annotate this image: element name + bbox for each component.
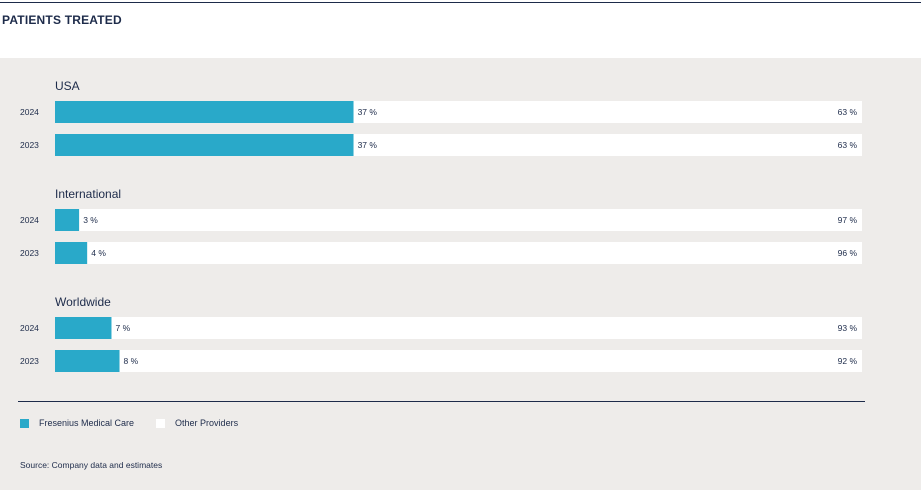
top-rule — [0, 2, 921, 3]
bar-other-usa-2024 — [353, 101, 862, 123]
value-label-fresenius-worldwide-2024: 7 % — [115, 323, 130, 333]
value-label-other-worldwide-2023: 92 % — [838, 356, 858, 366]
bar-fresenius-worldwide-2023 — [55, 350, 120, 372]
bar-other-usa-2023 — [353, 134, 862, 156]
value-label-fresenius-usa-2023: 37 % — [358, 140, 378, 150]
bar-other-international-2024 — [79, 209, 862, 231]
group-label-international: International — [55, 187, 121, 201]
group-label-usa: USA — [55, 79, 80, 93]
legend-label-fresenius: Fresenius Medical Care — [39, 418, 135, 428]
value-label-fresenius-international-2024: 3 % — [83, 215, 98, 225]
legend-swatch-other — [156, 418, 166, 428]
value-label-other-usa-2023: 63 % — [838, 140, 858, 150]
bar-fresenius-usa-2024 — [55, 101, 354, 123]
bar-chart: USA 2024 37 % 63 % 2023 37 % 63 % International… — [20, 79, 863, 372]
value-label-other-international-2023: 96 % — [838, 248, 858, 258]
value-label-other-worldwide-2024: 93 % — [838, 323, 858, 333]
chart-panel — [0, 58, 921, 490]
legend: Fresenius Medical Care Other Providers — [20, 418, 260, 428]
bar-fresenius-usa-2023 — [55, 134, 354, 156]
year-label-worldwide-2023: 2023 — [20, 356, 39, 366]
group-label-worldwide: Worldwide — [55, 295, 111, 309]
legend-swatch-fresenius — [20, 418, 29, 428]
legend-label-other: Other Providers — [175, 418, 239, 428]
year-label-worldwide-2024: 2024 — [20, 323, 39, 333]
bar-fresenius-worldwide-2024 — [55, 317, 112, 339]
source-note: Source: Company data and estimates — [20, 460, 163, 470]
year-label-usa-2024: 2024 — [20, 107, 39, 117]
value-label-fresenius-worldwide-2023: 8 % — [124, 356, 139, 366]
year-label-international-2023: 2023 — [20, 248, 39, 258]
bar-fresenius-international-2024 — [55, 209, 80, 231]
bar-other-worldwide-2024 — [111, 317, 863, 339]
value-label-other-international-2024: 97 % — [838, 215, 858, 225]
chart-title: PATIENTS TREATED — [2, 13, 122, 27]
value-label-fresenius-usa-2024: 37 % — [358, 107, 378, 117]
legend-item-other: Other Providers — [156, 418, 238, 428]
value-label-other-usa-2024: 63 % — [838, 107, 858, 117]
bar-other-worldwide-2023 — [119, 350, 862, 372]
year-label-international-2024: 2024 — [20, 215, 39, 225]
bar-other-international-2023 — [87, 242, 862, 264]
legend-item-fresenius: Fresenius Medical Care — [20, 418, 134, 428]
value-label-fresenius-international-2023: 4 % — [91, 248, 106, 258]
bar-fresenius-international-2023 — [55, 242, 88, 264]
legend-divider — [18, 401, 865, 402]
year-label-usa-2023: 2023 — [20, 140, 39, 150]
